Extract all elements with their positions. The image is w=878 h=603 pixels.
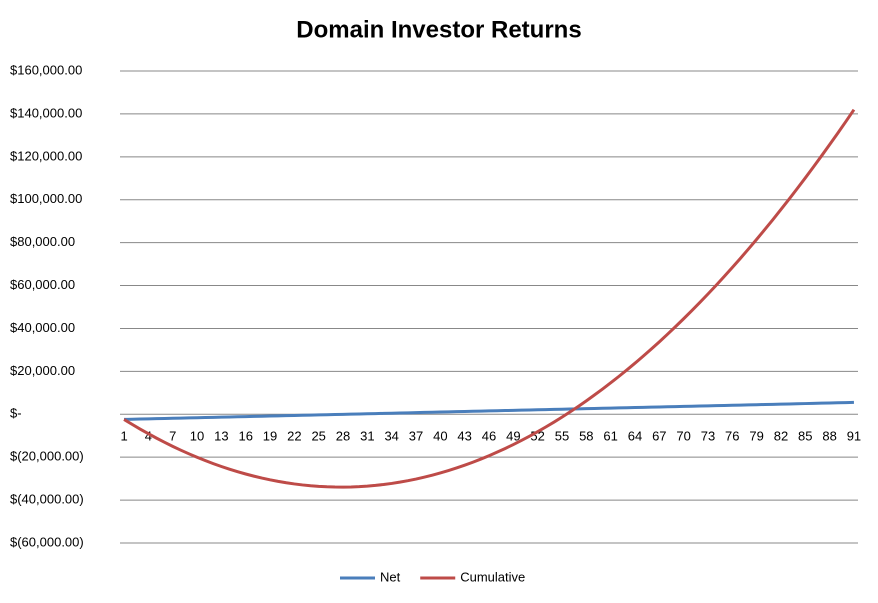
x-tick-label: 19 (263, 429, 277, 444)
x-tick-label: 46 (482, 429, 496, 444)
x-tick-label: 79 (749, 429, 763, 444)
x-tick-label: 22 (287, 429, 301, 444)
x-tick-label: 4 (145, 429, 152, 444)
x-tick-label: 73 (701, 429, 715, 444)
x-tick-label: 76 (725, 429, 739, 444)
x-tick-label: 37 (409, 429, 423, 444)
x-tick-label: 31 (360, 429, 374, 444)
x-tick-label: 88 (822, 429, 836, 444)
y-tick-label: $(40,000.00) (10, 492, 84, 507)
x-tick-label: 85 (798, 429, 812, 444)
x-tick-label: 91 (847, 429, 861, 444)
x-tick-label: 55 (555, 429, 569, 444)
y-tick-label: $120,000.00 (10, 148, 82, 163)
x-tick-label: 13 (214, 429, 228, 444)
x-tick-label: 61 (603, 429, 617, 444)
x-tick-label: 67 (652, 429, 666, 444)
legend-label: Cumulative (460, 569, 525, 584)
y-tick-label: $140,000.00 (10, 105, 82, 120)
legend-label: Net (380, 569, 401, 584)
line-series (123, 108, 856, 489)
y-tick-label: $- (10, 406, 22, 421)
x-tick-label: 43 (457, 429, 471, 444)
x-tick-label: 7 (169, 429, 176, 444)
y-tick-label: $80,000.00 (10, 234, 75, 249)
y-tick-label: $40,000.00 (10, 320, 75, 335)
x-tick-label: 25 (311, 429, 325, 444)
x-tick-label: 82 (774, 429, 788, 444)
x-tick-label: 40 (433, 429, 447, 444)
y-tick-label: $60,000.00 (10, 277, 75, 292)
y-tick-label: $(20,000.00) (10, 449, 84, 464)
x-tick-label: 16 (238, 429, 252, 444)
x-tick-label: 49 (506, 429, 520, 444)
y-tick-label: $(60,000.00) (10, 534, 84, 549)
x-tick-label: 10 (190, 429, 204, 444)
x-tick-label: 70 (676, 429, 690, 444)
y-tick-label: $20,000.00 (10, 363, 75, 378)
x-tick-label: 34 (384, 429, 398, 444)
x-tick-label: 28 (336, 429, 350, 444)
y-tick-label: $160,000.00 (10, 62, 82, 77)
x-tick-label: 58 (579, 429, 593, 444)
y-tick-label: $100,000.00 (10, 191, 82, 206)
chart-title: Domain Investor Returns (296, 16, 581, 43)
line-series (124, 400, 854, 421)
x-tick-label: 64 (628, 429, 642, 444)
x-tick-label: 1 (120, 429, 127, 444)
